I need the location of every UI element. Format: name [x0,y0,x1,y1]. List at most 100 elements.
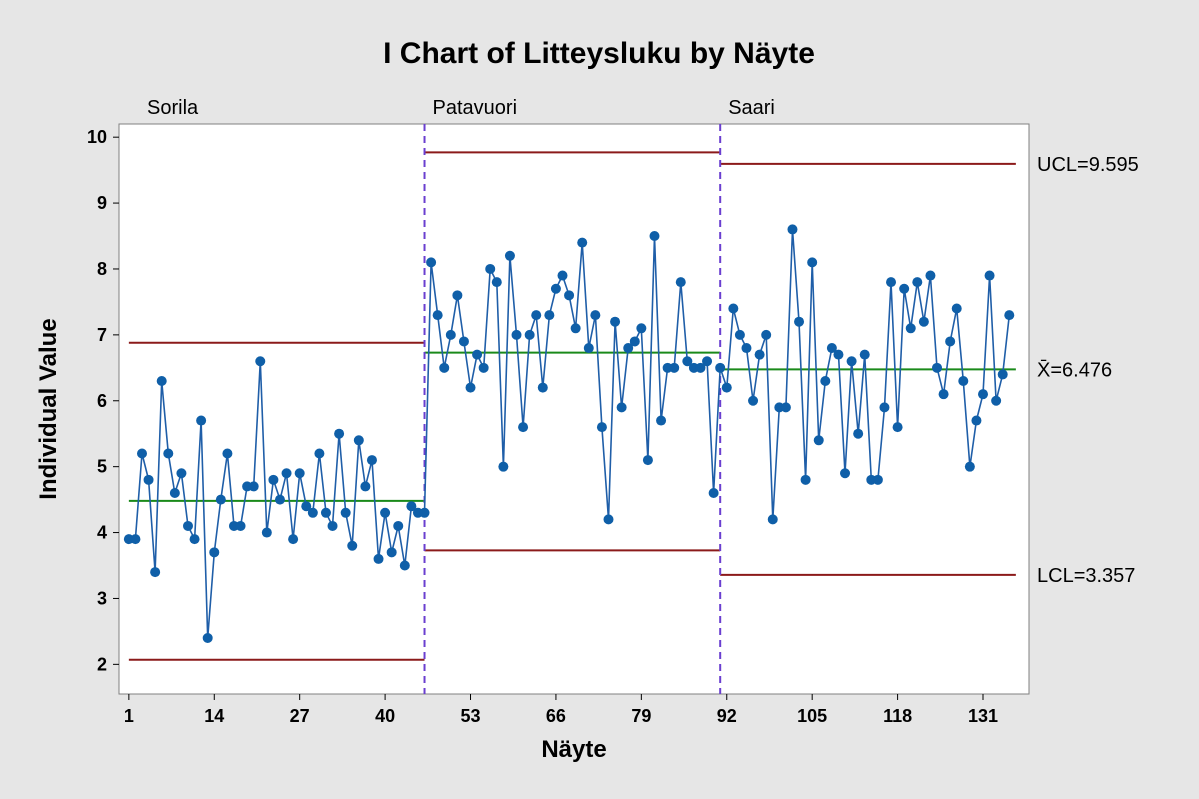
data-point [393,520,404,531]
y-tick-label: 7 [97,325,107,345]
data-point [294,468,305,479]
y-tick-label: 3 [97,588,107,608]
data-point [176,468,187,479]
data-point [248,481,259,492]
y-tick-label: 10 [87,127,107,147]
data-point [958,375,969,386]
data-point [787,224,798,235]
data-point [169,488,180,499]
data-point [938,389,949,400]
data-point [347,540,358,551]
data-point [465,382,476,393]
data-point [879,402,890,413]
data-point [478,362,489,373]
data-point [439,362,450,373]
data-series [123,224,1015,643]
data-point [288,534,299,545]
data-point [189,534,200,545]
data-point [274,494,285,505]
data-point [853,428,864,439]
axes: 2 3 4 5 6 7 8 9 10 1 14 27 40 53 66 79 92 105 118 131 [87,127,998,726]
data-point [261,527,272,538]
data-point [695,362,706,373]
data-point [445,329,456,340]
data-point [610,316,621,327]
data-point [196,415,207,426]
data-point [577,237,588,248]
data-point [222,448,233,459]
data-point [872,474,883,485]
data-point [182,520,193,531]
data-point [485,263,496,274]
data-point [820,375,831,386]
data-point [794,316,805,327]
x-tick-label: 1 [124,706,134,726]
data-point [616,402,627,413]
data-point [136,448,147,459]
x-tick-label: 40 [375,706,395,726]
y-tick-label: 4 [97,523,107,543]
data-point [268,474,279,485]
data-point [702,356,713,367]
data-point [432,310,443,321]
data-point [570,323,581,334]
data-point [340,507,351,518]
data-point [491,277,502,288]
data-point [498,461,509,472]
data-point [314,448,325,459]
stage-label: Sorila [147,97,199,119]
data-point [524,329,535,340]
data-point [846,356,857,367]
data-point [550,283,561,294]
data-point [366,455,377,466]
data-point [807,257,818,268]
data-point [780,402,791,413]
x-tick-label: 118 [883,706,912,726]
data-point [281,468,292,479]
data-point [511,329,522,340]
data-point [728,303,739,314]
data-point [564,290,575,301]
data-point [360,481,371,492]
data-point [629,336,640,347]
data-point [301,501,312,512]
data-point [675,277,686,288]
plot-area [118,123,1030,695]
y-tick-label: 6 [97,391,107,411]
data-point [748,395,759,406]
data-point [978,389,989,400]
data-point [537,382,548,393]
y-tick-label: 2 [97,654,107,674]
data-point [859,349,870,360]
data-point [419,507,430,518]
data-point [255,356,266,367]
y-tick-label: 8 [97,259,107,279]
data-point [682,356,693,367]
chart-title: I Chart of Litteysluku by Näyte [383,37,815,70]
x-tick-label: 53 [461,706,481,726]
data-point [997,369,1008,380]
data-point [905,323,916,334]
data-point [912,277,923,288]
data-point [531,310,542,321]
data-point [708,488,719,499]
data-point [1004,310,1015,321]
data-point [984,270,995,281]
data-point [951,303,962,314]
data-point [458,336,469,347]
data-point [833,349,844,360]
data-point [504,250,515,261]
data-point [925,270,936,281]
x-axis-title: Näyte [541,736,606,763]
data-point [642,455,653,466]
x-tick-label: 92 [717,706,737,726]
x-tick-label: 14 [204,706,224,726]
data-point [761,329,772,340]
data-point [373,553,384,564]
data-point [603,514,614,525]
data-point [826,343,837,354]
data-point [918,316,929,327]
data-point [209,547,220,558]
